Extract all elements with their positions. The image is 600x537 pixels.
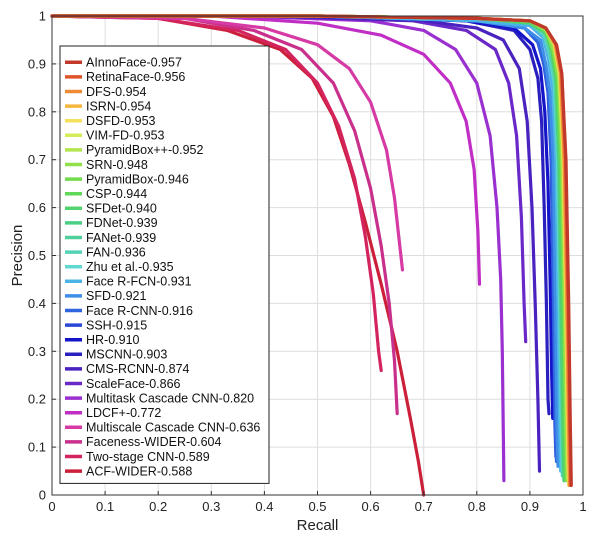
legend-label: VIM-FD-0.953 <box>86 129 165 143</box>
legend-label: SSH-0.915 <box>86 318 147 332</box>
y-tick-label: 0.5 <box>28 248 46 263</box>
y-axis-title: Precision <box>9 225 26 287</box>
x-tick-label: 0.8 <box>468 499 486 514</box>
x-tick-label: 0.3 <box>202 499 220 514</box>
legend-label: ScaleFace-0.866 <box>86 377 181 391</box>
axis-ticks: 0 0.1 0.2 0.3 0.4 0.5 0.6 0.7 0.8 0.9 1 0 0.1 0.2 0.3 0… <box>28 9 587 515</box>
y-tick-label: 0.6 <box>28 200 46 215</box>
x-tick-label: 0 <box>48 499 55 514</box>
y-tick-label: 0.1 <box>28 440 46 455</box>
legend-label: ACF-WIDER-0.588 <box>86 464 192 478</box>
x-tick-label: 0.7 <box>415 499 433 514</box>
series-line-two-stage-cnn-0-589 <box>50 14 383 373</box>
legend-label: Face R-CNN-0.916 <box>86 304 193 318</box>
legend-label: FAN-0.936 <box>86 245 146 259</box>
y-tick-label: 0.8 <box>28 104 46 119</box>
x-tick-label: 0.2 <box>149 499 167 514</box>
legend-label: RetinaFace-0.956 <box>86 70 185 84</box>
legend-label: CMS-RCNN-0.874 <box>86 362 190 376</box>
y-tick-label: 0.9 <box>28 56 46 71</box>
legend: AInnoFace-0.957RetinaFace-0.956DFS-0.954… <box>59 45 270 484</box>
x-tick-label: 0.1 <box>96 499 114 514</box>
legend-label: DFS-0.954 <box>86 85 146 99</box>
legend-box <box>59 45 270 484</box>
x-tick-label: 1 <box>579 499 586 514</box>
y-tick-label: 0.2 <box>28 392 46 407</box>
legend-label: LDCF+-0.772 <box>86 406 161 420</box>
y-tick-label: 0 <box>39 488 46 503</box>
legend-label: HR-0.910 <box>86 333 140 347</box>
legend-label: Multiscale Cascade CNN-0.636 <box>86 421 260 435</box>
y-tick-label: 0.7 <box>28 152 46 167</box>
series-line-ainnoface-0-957 <box>50 14 573 487</box>
legend-label: SFDet-0.940 <box>86 202 157 216</box>
series-line-multiscale-cascade-cnn-0-636 <box>50 14 405 272</box>
series-line-ldcf-0-772 <box>50 14 482 286</box>
y-tick-label: 0.3 <box>28 344 46 359</box>
legend-label: ISRN-0.954 <box>86 99 151 113</box>
legend-label: DSFD-0.953 <box>86 114 156 128</box>
series-line-faceness-wider-0-604 <box>50 14 399 416</box>
legend-label: PyramidBox-0.946 <box>86 172 189 186</box>
x-tick-label: 0.9 <box>521 499 539 514</box>
legend-label: AInnoFace-0.957 <box>86 56 182 70</box>
legend-label: SFD-0.921 <box>86 289 146 303</box>
legend-label: Two-stage CNN-0.589 <box>86 450 210 464</box>
x-tick-label: 0.5 <box>308 499 326 514</box>
x-tick-label: 0.6 <box>362 499 380 514</box>
legend-label: CSP-0.944 <box>86 187 147 201</box>
y-tick-label: 1 <box>39 9 46 24</box>
legend-label: Faceness-WIDER-0.604 <box>86 435 222 449</box>
legend-label: MSCNN-0.903 <box>86 348 167 362</box>
x-tick-label: 0.4 <box>255 499 273 514</box>
legend-label: Face R-FCN-0.931 <box>86 275 192 289</box>
x-axis-title: Recall <box>297 517 339 534</box>
legend-label: Multitask Cascade CNN-0.820 <box>86 391 254 405</box>
legend-label: PyramidBox++-0.952 <box>86 143 203 157</box>
legend-label: Zhu et al.-0.935 <box>86 260 174 274</box>
series-layer <box>50 14 573 497</box>
legend-label: FDNet-0.939 <box>86 216 158 230</box>
legend-label: SRN-0.948 <box>86 158 148 172</box>
y-tick-label: 0.4 <box>28 296 46 311</box>
legend-label: FANet-0.939 <box>86 231 156 245</box>
